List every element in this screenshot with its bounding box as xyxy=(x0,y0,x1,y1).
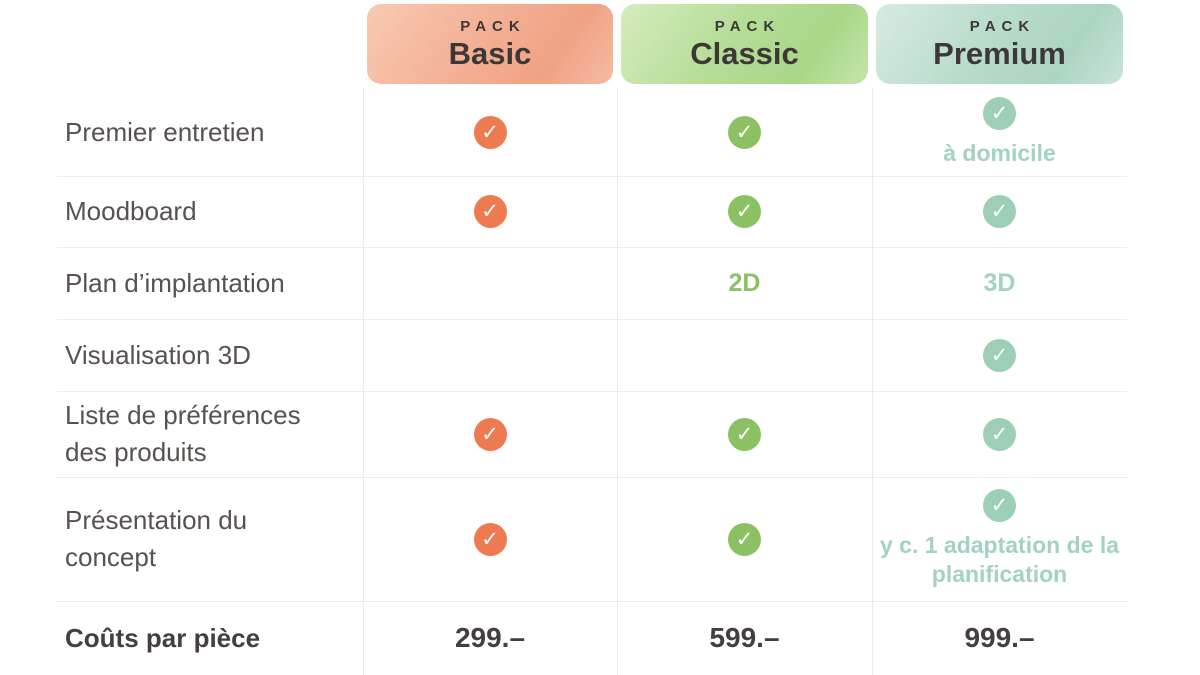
check-icon: ✓ xyxy=(728,115,761,149)
pack-classic-name: Classic xyxy=(690,36,799,71)
basic-cell: 299.– xyxy=(363,601,617,675)
check-icon: ✓ xyxy=(983,96,1016,130)
pack-classic-card: PACK Classic xyxy=(621,4,868,84)
pack-premium-card: PACK Premium xyxy=(876,4,1123,84)
feature-label: Présentation du concept xyxy=(65,505,248,572)
basic-cell xyxy=(363,247,617,319)
premium-cell: ✓ xyxy=(872,391,1127,477)
table-row: Présentation du concept ✓ ✓ ✓ y c. 1 ada… xyxy=(0,477,1127,601)
table-row: Visualisation 3D ✓ xyxy=(0,319,1127,391)
row-divider xyxy=(57,319,1127,320)
feature-label: Plan d’implantation xyxy=(65,267,285,298)
column-divider xyxy=(617,88,618,675)
basic-cell: ✓ xyxy=(363,391,617,477)
basic-cell: ✓ xyxy=(363,477,617,601)
table-header-row: PACK Basic PACK Classic PACK Premium xyxy=(0,0,1127,88)
table-row: Liste de préférences des produits ✓ ✓ ✓ xyxy=(0,391,1127,477)
basic-cell: ✓ xyxy=(363,176,617,247)
feature-label: Premier entretien xyxy=(65,116,265,147)
price-row-label: Coûts par pièce xyxy=(65,622,261,653)
feature-label: Visualisation 3D xyxy=(65,339,251,370)
table-row: Premier entretien ✓ ✓ ✓ à domicile xyxy=(0,88,1127,176)
row-divider xyxy=(57,176,1127,177)
check-icon: ✓ xyxy=(728,195,761,228)
classic-cell xyxy=(617,319,872,391)
check-icon: ✓ xyxy=(983,489,1016,522)
check-icon: ✓ xyxy=(728,417,761,451)
classic-value: 2D xyxy=(728,268,761,297)
classic-cell: ✓ xyxy=(617,391,872,477)
pack-basic-name: Basic xyxy=(448,36,532,71)
basic-cell: ✓ xyxy=(363,88,617,176)
premium-value: 3D xyxy=(983,268,1016,297)
row-divider xyxy=(57,247,1127,248)
check-icon: ✓ xyxy=(473,417,507,451)
basic-cell xyxy=(363,319,617,391)
column-divider xyxy=(872,88,873,675)
basic-price: 299.– xyxy=(454,622,526,653)
premium-cell: ✓ y c. 1 adaptation de la planification xyxy=(872,477,1127,601)
check-icon: ✓ xyxy=(473,195,507,228)
pack-kicker: PACK xyxy=(460,18,526,35)
feature-label: Liste de préférences des produits xyxy=(65,400,301,467)
premium-note: y c. 1 adaptation de la planification xyxy=(879,532,1120,587)
check-icon: ✓ xyxy=(473,522,507,556)
premium-cell: ✓ à domicile xyxy=(872,88,1127,176)
classic-price: 599.– xyxy=(709,622,780,653)
check-icon: ✓ xyxy=(983,338,1016,372)
check-icon: ✓ xyxy=(728,522,761,556)
classic-cell: 599.– xyxy=(617,601,872,675)
pack-premium-name: Premium xyxy=(933,36,1066,71)
table-row: Plan d’implantation 2D 3D xyxy=(0,247,1127,319)
table-row: Moodboard ✓ ✓ ✓ xyxy=(0,176,1127,247)
classic-cell: ✓ xyxy=(617,477,872,601)
feature-label: Moodboard xyxy=(65,196,197,226)
check-icon: ✓ xyxy=(983,195,1016,228)
row-divider xyxy=(57,391,1127,392)
premium-note: à domicile xyxy=(943,139,1056,166)
check-icon: ✓ xyxy=(983,417,1016,451)
premium-cell: 999.– xyxy=(872,601,1127,675)
row-divider xyxy=(57,477,1127,478)
pack-kicker: PACK xyxy=(969,18,1036,35)
pack-kicker: PACK xyxy=(714,18,781,35)
classic-cell: ✓ xyxy=(617,176,872,247)
classic-cell: ✓ xyxy=(617,88,872,176)
column-divider xyxy=(363,88,364,675)
premium-price: 999.– xyxy=(964,622,1035,653)
table-footer-row: Coûts par pièce 299.– 599.– 999.– xyxy=(0,601,1127,675)
classic-cell: 2D xyxy=(617,247,872,319)
premium-cell: 3D xyxy=(872,247,1127,319)
row-divider xyxy=(57,601,1127,602)
pack-basic-card: PACK Basic xyxy=(367,4,613,84)
premium-cell: ✓ xyxy=(872,319,1127,391)
premium-cell: ✓ xyxy=(872,176,1127,247)
check-icon: ✓ xyxy=(473,115,507,149)
